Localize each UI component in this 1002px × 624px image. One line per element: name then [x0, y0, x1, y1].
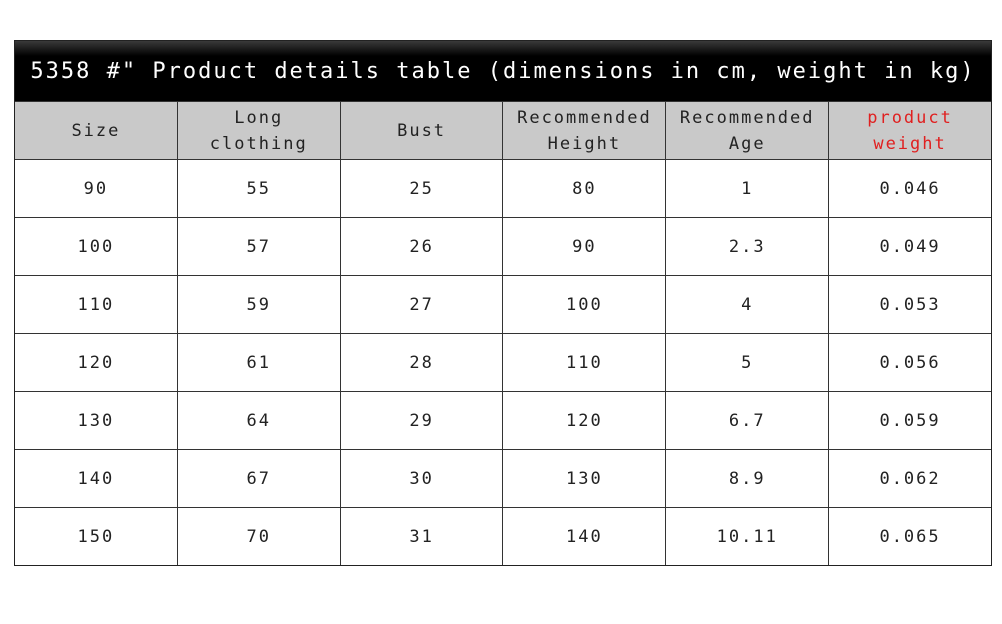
table-cell: 2.3 — [665, 218, 828, 275]
table-cell: 130 — [77, 410, 115, 431]
table-cell: 110 — [502, 334, 665, 391]
table-cell: 67 — [176, 450, 340, 507]
table-cell: 0.065 — [828, 508, 991, 565]
table-cell: 140 — [77, 468, 115, 489]
table-row: 110 59 27 100 4 0.053 — [15, 275, 991, 333]
header-row: Size Long clothing Bust Recommended Heig… — [15, 101, 991, 159]
table-cell: 90 — [83, 178, 109, 199]
table-cell: 28 — [339, 334, 503, 391]
table-cell: 1 — [665, 160, 828, 217]
table-cell: 57 — [176, 218, 340, 275]
table-cell: 59 — [176, 276, 340, 333]
table-cell: 120 — [502, 392, 665, 449]
table-title: 5358 #" Product details table (dimension… — [15, 41, 991, 101]
table-cell: 90 — [502, 218, 665, 275]
table-cell: 8.9 — [665, 450, 828, 507]
table-cell: 10.11 — [665, 508, 828, 565]
table-cell: 27 — [339, 276, 503, 333]
table-cell: 110 — [77, 294, 115, 315]
table-cell: 55 — [176, 160, 340, 217]
table-cell: 130 — [502, 450, 665, 507]
header-product-weight: product weight — [828, 102, 991, 159]
header-size: Size — [71, 120, 121, 141]
table-cell: 120 — [77, 352, 115, 373]
table-cell: 5 — [665, 334, 828, 391]
table-cell: 64 — [176, 392, 340, 449]
product-details-table: 5358 #" Product details table (dimension… — [14, 40, 992, 566]
table-cell: 61 — [176, 334, 340, 391]
table-cell: 31 — [339, 508, 503, 565]
header-recommended-height: Recommended Height — [502, 102, 665, 159]
table-row: 100 57 26 90 2.3 0.049 — [15, 217, 991, 275]
table-cell: 29 — [339, 392, 503, 449]
table-cell: 30 — [339, 450, 503, 507]
table-cell: 140 — [502, 508, 665, 565]
table-cell: 4 — [665, 276, 828, 333]
table-cell: 26 — [339, 218, 503, 275]
table-row: 150 70 31 140 10.11 0.065 — [15, 507, 991, 565]
table-cell: 100 — [77, 236, 115, 257]
header-recommended-age: Recommended Age — [665, 102, 828, 159]
table-cell: 70 — [176, 508, 340, 565]
header-bust: Bust — [339, 102, 503, 159]
table-row: 120 61 28 110 5 0.056 — [15, 333, 991, 391]
table-cell: 0.046 — [828, 160, 991, 217]
table-cell: 80 — [502, 160, 665, 217]
table-cell: 25 — [339, 160, 503, 217]
table-cell: 0.062 — [828, 450, 991, 507]
table-cell: 6.7 — [665, 392, 828, 449]
table-cell: 0.059 — [828, 392, 991, 449]
table-cell: 0.053 — [828, 276, 991, 333]
table-row: 90 55 25 80 1 0.046 — [15, 159, 991, 217]
table-cell: 0.056 — [828, 334, 991, 391]
table-cell: 150 — [77, 526, 115, 547]
table-cell: 100 — [502, 276, 665, 333]
table-row: 140 67 30 130 8.9 0.062 — [15, 449, 991, 507]
table-row: 130 64 29 120 6.7 0.059 — [15, 391, 991, 449]
table-cell: 0.049 — [828, 218, 991, 275]
header-long-clothing: Long clothing — [176, 102, 340, 159]
